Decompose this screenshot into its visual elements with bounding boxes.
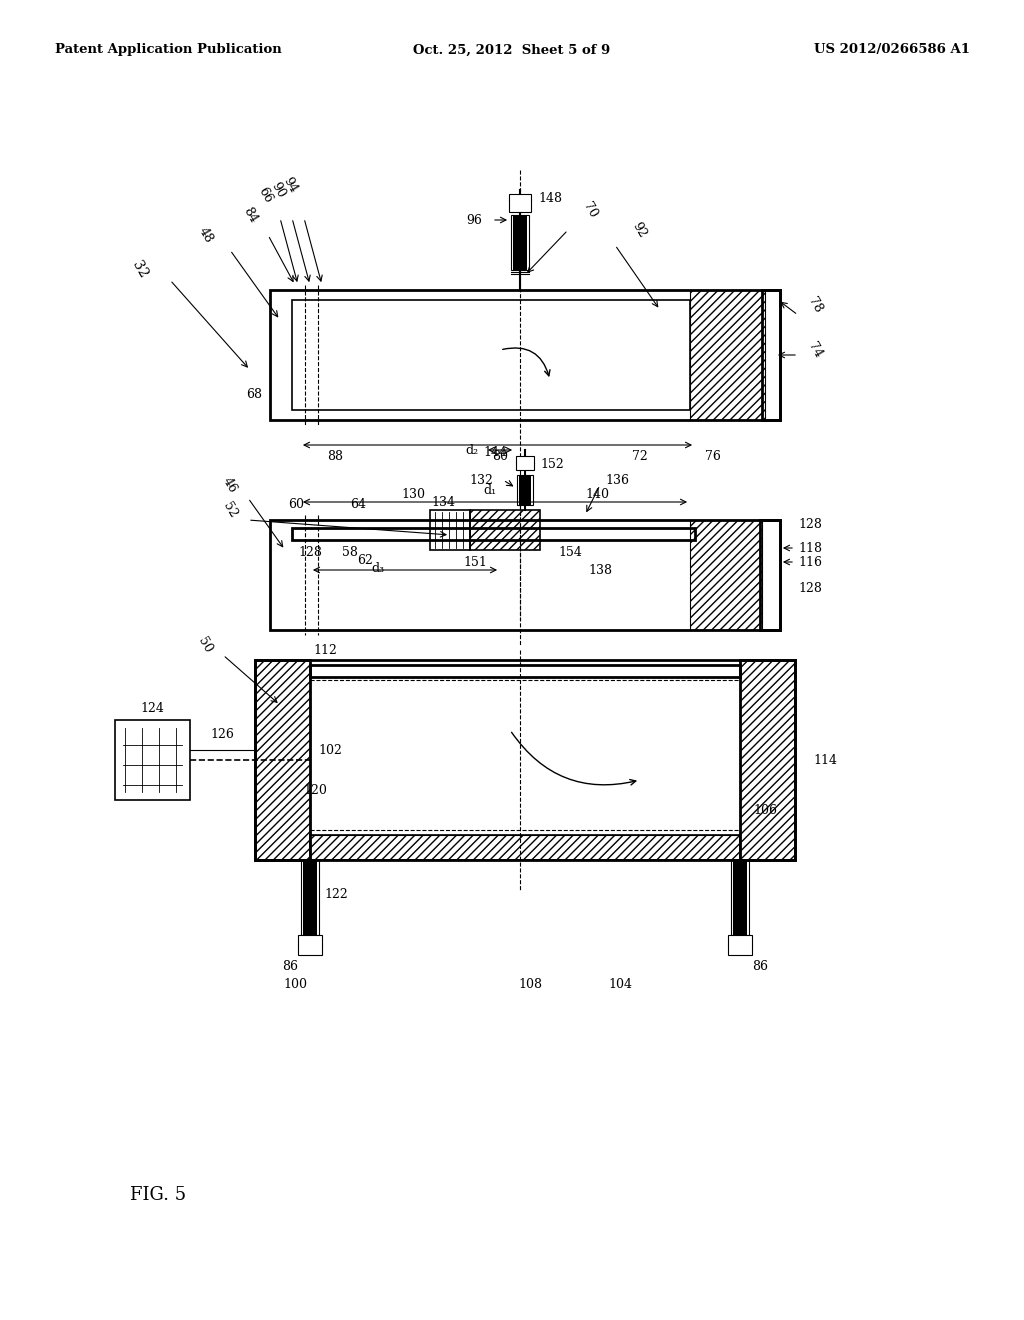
Bar — [740, 660, 795, 861]
Text: 104: 104 — [608, 978, 632, 991]
Text: 32: 32 — [129, 259, 150, 281]
Text: 102: 102 — [318, 743, 342, 756]
Bar — [310, 665, 740, 677]
Bar — [511, 215, 529, 271]
Text: d₁: d₁ — [483, 483, 497, 496]
Text: 68: 68 — [246, 388, 262, 401]
Bar — [301, 861, 319, 935]
Bar — [255, 660, 310, 861]
Bar — [255, 660, 310, 861]
Text: 128: 128 — [798, 582, 822, 594]
Text: 70: 70 — [580, 199, 599, 220]
Text: 151: 151 — [463, 556, 487, 569]
Text: Oct. 25, 2012  Sheet 5 of 9: Oct. 25, 2012 Sheet 5 of 9 — [414, 44, 610, 57]
Text: 132: 132 — [469, 474, 493, 487]
Text: 90: 90 — [269, 180, 288, 201]
Bar — [310, 836, 740, 861]
Bar — [519, 475, 531, 506]
Text: d₃: d₃ — [372, 561, 385, 574]
Text: 88: 88 — [327, 450, 343, 463]
Text: 80: 80 — [492, 450, 508, 463]
Text: 66: 66 — [256, 185, 275, 205]
Text: 94: 94 — [281, 174, 300, 195]
Text: 96: 96 — [466, 214, 482, 227]
Text: 154: 154 — [558, 545, 582, 558]
Text: 100: 100 — [283, 978, 307, 991]
Text: 62: 62 — [357, 553, 373, 566]
Bar — [760, 520, 780, 630]
Bar — [470, 510, 540, 550]
Text: 76: 76 — [705, 450, 721, 463]
Text: 122: 122 — [324, 888, 348, 902]
Bar — [762, 290, 780, 420]
Text: 116: 116 — [798, 556, 822, 569]
Text: d₂: d₂ — [466, 444, 478, 457]
Text: 64: 64 — [350, 499, 366, 511]
Bar — [115, 719, 190, 800]
Bar — [255, 660, 795, 861]
Bar — [509, 194, 531, 213]
Text: 124: 124 — [140, 701, 164, 714]
Bar — [270, 520, 780, 630]
Text: US 2012/0266586 A1: US 2012/0266586 A1 — [814, 44, 970, 57]
Text: 130: 130 — [401, 488, 425, 502]
Text: 84: 84 — [241, 205, 260, 226]
Text: 128: 128 — [798, 519, 822, 532]
Text: 120: 120 — [303, 784, 327, 796]
Text: 114: 114 — [813, 754, 837, 767]
Bar — [740, 660, 795, 861]
Bar — [298, 935, 322, 954]
Text: 48: 48 — [196, 224, 215, 246]
Bar — [728, 935, 752, 954]
Bar — [292, 528, 695, 540]
Text: 74: 74 — [805, 339, 824, 360]
Text: Patent Application Publication: Patent Application Publication — [55, 44, 282, 57]
Text: 134: 134 — [431, 495, 455, 508]
Bar — [513, 215, 527, 271]
Text: 126: 126 — [210, 729, 233, 742]
Bar — [303, 861, 317, 935]
Text: 46: 46 — [220, 475, 240, 495]
Text: 138: 138 — [588, 564, 612, 577]
Bar — [517, 475, 534, 506]
Text: 118: 118 — [798, 541, 822, 554]
Text: 106: 106 — [753, 804, 777, 817]
Text: 128: 128 — [298, 545, 322, 558]
Text: 58: 58 — [342, 545, 358, 558]
Bar — [430, 510, 470, 550]
Text: 92: 92 — [630, 220, 649, 240]
Text: 140: 140 — [585, 488, 609, 502]
Text: 144: 144 — [483, 446, 507, 458]
Bar — [292, 300, 690, 411]
Text: 52: 52 — [220, 500, 240, 520]
Bar — [731, 861, 749, 935]
Text: 152: 152 — [540, 458, 564, 471]
Text: 112: 112 — [313, 644, 337, 656]
Text: 148: 148 — [538, 191, 562, 205]
Bar — [733, 861, 746, 935]
Text: FIG. 5: FIG. 5 — [130, 1185, 186, 1204]
Text: 108: 108 — [518, 978, 542, 991]
Bar — [690, 520, 762, 630]
Text: 50: 50 — [196, 635, 215, 655]
Bar — [690, 290, 765, 420]
Text: 72: 72 — [632, 450, 648, 463]
Bar — [270, 290, 780, 420]
Text: 78: 78 — [805, 294, 824, 315]
Text: 60: 60 — [288, 499, 304, 511]
Bar — [310, 836, 740, 861]
Text: 86: 86 — [752, 961, 768, 974]
Text: 86: 86 — [282, 961, 298, 974]
Bar — [516, 455, 534, 470]
Text: 136: 136 — [605, 474, 629, 487]
